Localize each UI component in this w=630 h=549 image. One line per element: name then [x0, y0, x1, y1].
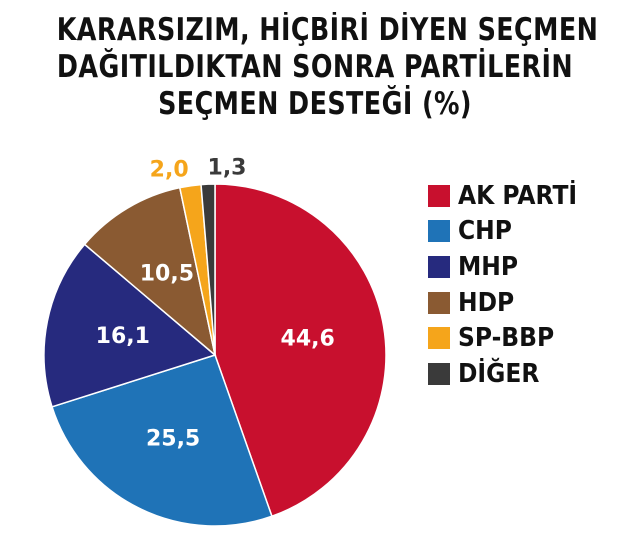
slice-value-label-chp: 25,5 — [146, 427, 200, 452]
legend-swatch-ak-parti — [428, 184, 450, 207]
chart-title: KARARSIZIM, HİÇBİRİ DİYEN SEÇMEN DAĞITIL… — [56, 12, 599, 123]
slice-value-label-hdp: 10,5 — [140, 262, 194, 287]
legend-label-ak-parti: AK PARTİ — [458, 180, 578, 211]
chart-title-line-2: DAĞITILDIKTAN SONRA PARTİLERİN — [56, 49, 574, 85]
legend-label-diger: DİĞER — [458, 358, 540, 389]
legend-item-diger: DİĞER — [428, 356, 590, 392]
legend-swatch-chp — [428, 220, 450, 243]
legend-swatch-hdp — [428, 291, 450, 314]
legend-label-sp-bbp: SP-BBP — [458, 323, 555, 354]
legend-item-mhp: MHP — [428, 249, 590, 285]
pie-slice-ak-parti- — [214, 183, 387, 518]
legend-swatch-sp-bbp — [428, 327, 450, 350]
legend-item-hdp: HDP — [428, 285, 590, 321]
slice-value-label-sp-bbp: 2,0 — [150, 157, 189, 182]
pie-slice-mhp — [43, 243, 217, 408]
chart-title-line-1: KARARSIZIM, HİÇBİRİ DİYEN SEÇMEN — [56, 12, 599, 48]
legend-label-mhp: MHP — [458, 251, 519, 282]
pie-slice-chp — [51, 354, 273, 527]
legend-item-sp-bbp: SP-BBP — [428, 320, 590, 356]
legend-label-hdp: HDP — [458, 287, 515, 318]
legend-label-chp: CHP — [458, 216, 512, 247]
legend-swatch-mhp — [428, 255, 450, 278]
legend: AK PARTİ CHP MHP HDP SP-BBP DİĞER — [428, 178, 590, 392]
pie-slice-di-er — [200, 183, 216, 356]
legend-swatch-diger — [428, 362, 450, 385]
slice-value-label-di-er: 1,3 — [208, 156, 247, 181]
slice-value-label-mhp: 16,1 — [96, 324, 150, 349]
legend-item-ak-parti: AK PARTİ — [428, 178, 590, 214]
chart-title-line-3: SEÇMEN DESTEĞİ (%) — [158, 86, 472, 122]
slice-value-label-ak-parti-: 44,6 — [281, 327, 335, 352]
pie-slice-hdp — [83, 186, 217, 357]
legend-item-chp: CHP — [428, 214, 590, 250]
